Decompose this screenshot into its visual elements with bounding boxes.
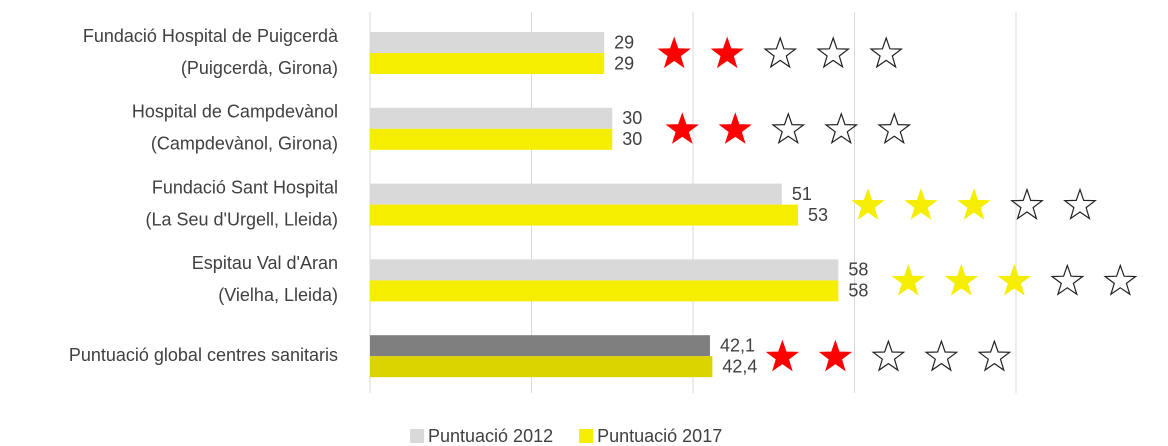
category-label: Hospital de Campdevànol	[132, 102, 338, 122]
star-filled	[765, 339, 800, 372]
bar	[370, 53, 605, 74]
legend-swatch	[579, 429, 594, 443]
value-label: 58	[848, 260, 868, 280]
star-filled	[818, 339, 853, 372]
star-filled	[904, 188, 938, 220]
legend-swatch	[410, 429, 424, 443]
star-empty	[869, 36, 904, 69]
value-label: 58	[848, 281, 868, 301]
star-filled	[718, 112, 752, 144]
category-label: (La Seu d'Urgell, Lleida)	[145, 209, 338, 229]
star-filled	[957, 188, 991, 220]
star-empty	[771, 111, 806, 145]
star-filled	[657, 36, 691, 69]
star-empty	[824, 111, 859, 145]
star-empty	[924, 339, 959, 372]
legend-label: Puntuació 2017	[597, 426, 722, 446]
value-label: 30	[622, 129, 642, 149]
star-filled	[710, 36, 744, 69]
bar	[370, 107, 613, 129]
star-empty	[816, 36, 851, 69]
category-label: (Vielha, Lleida)	[218, 285, 338, 305]
category-label: (Puigcerdà, Girona)	[181, 58, 338, 78]
star-empty	[1050, 263, 1085, 296]
bar	[370, 204, 798, 226]
value-label: 29	[614, 53, 634, 73]
bar	[370, 280, 839, 302]
bar	[370, 356, 713, 378]
star-empty	[763, 36, 798, 69]
bar	[370, 128, 613, 150]
legend-label: Puntuació 2012	[428, 426, 553, 446]
category-label: Puntuació global centres sanitaris	[69, 345, 338, 365]
star-filled	[997, 263, 1032, 296]
star-filled	[851, 188, 885, 220]
value-label: 42,4	[722, 356, 757, 376]
bar	[370, 335, 710, 357]
bar	[370, 32, 605, 53]
value-label: 51	[792, 184, 812, 204]
bar	[370, 259, 839, 281]
star-filled	[891, 263, 926, 296]
value-label: 53	[808, 205, 828, 225]
star-empty	[1103, 263, 1138, 296]
category-label: Espitau Val d'Aran	[192, 253, 338, 273]
category-label: Fundació Hospital de Puigcerdà	[83, 26, 339, 46]
bar	[370, 183, 782, 205]
star-empty	[977, 339, 1012, 372]
value-label: 42,1	[720, 335, 755, 355]
star-empty	[871, 339, 906, 372]
star-filled	[665, 112, 699, 144]
category-label: Fundació Sant Hospital	[152, 177, 338, 197]
category-label: (Campdevànol, Girona)	[151, 134, 338, 154]
value-label: 29	[614, 32, 634, 52]
star-filled	[944, 263, 979, 296]
value-label: 30	[622, 108, 642, 128]
star-empty	[1010, 187, 1044, 220]
star-empty	[877, 111, 912, 145]
star-empty	[1063, 187, 1097, 220]
